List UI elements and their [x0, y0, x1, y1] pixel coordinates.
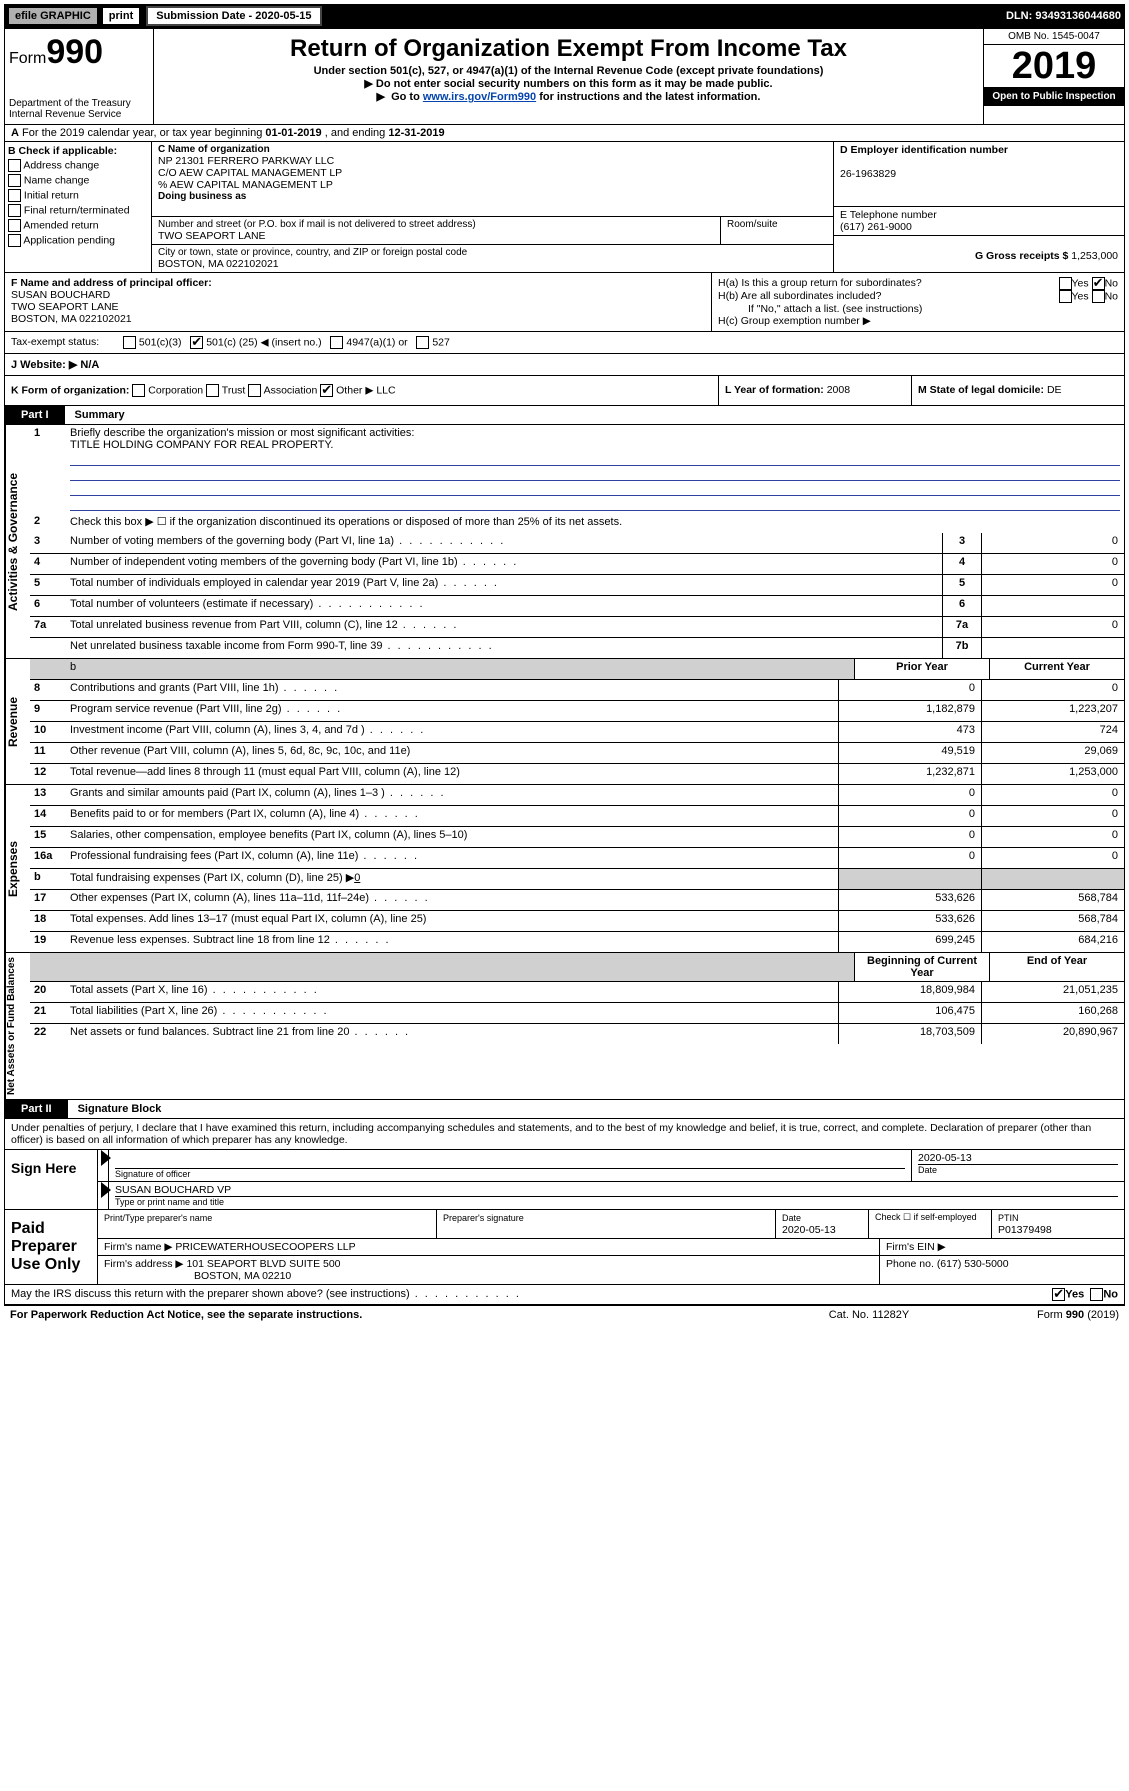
chk-501c3[interactable]	[123, 336, 136, 349]
tax-year: 2019	[984, 45, 1124, 87]
mission-text: TITLE HOLDING COMPANY FOR REAL PROPERTY.	[70, 439, 333, 451]
print-button[interactable]: print	[102, 7, 140, 25]
chk-amended[interactable]	[8, 219, 21, 232]
submission-date: Submission Date - 2020-05-15	[146, 6, 321, 26]
discuss-row: May the IRS discuss this return with the…	[4, 1285, 1125, 1305]
row-fh: F Name and address of principal officer:…	[4, 273, 1125, 332]
dept-treasury: Department of the Treasury	[9, 98, 149, 109]
gross-receipts: 1,253,000	[1071, 250, 1118, 262]
box-c: C Name of organization NP 21301 FERRERO …	[152, 142, 833, 272]
row-klm: K Form of organization: Corporation Trus…	[4, 376, 1125, 406]
efile-button[interactable]: efile GRAPHIC	[8, 7, 98, 25]
chk-final-return[interactable]	[8, 204, 21, 217]
val-6	[981, 596, 1124, 616]
val-3: 0	[981, 533, 1124, 553]
dln-label: DLN: 93493136044680	[1006, 10, 1121, 22]
net-assets-section: Net Assets or Fund Balances Beginning of…	[4, 953, 1125, 1100]
state-domicile: DE	[1047, 384, 1062, 396]
box-de: D Employer identification number 26-1963…	[833, 142, 1124, 272]
row-website: J Website: ▶ N/A	[4, 354, 1125, 376]
website-value: N/A	[77, 359, 99, 371]
chk-hb-no[interactable]	[1092, 290, 1105, 303]
chk-discuss-no[interactable]	[1090, 1288, 1103, 1301]
side-label-expenses: Expenses	[5, 785, 30, 952]
part-1-header: Part I Summary	[4, 406, 1125, 425]
street-address: TWO SEAPORT LANE	[158, 230, 714, 242]
side-label-net: Net Assets or Fund Balances	[5, 953, 30, 1099]
sign-here-label: Sign Here	[5, 1150, 98, 1209]
chk-discuss-yes[interactable]	[1052, 1288, 1065, 1301]
firm-name: PRICEWATERHOUSECOOPERS LLP	[175, 1241, 355, 1253]
row-tax-exempt: Tax-exempt status: 501(c)(3) 501(c) (25)…	[4, 332, 1125, 354]
org-name: NP 21301 FERRERO PARKWAY LLC	[158, 155, 827, 167]
firm-phone: (617) 530-5000	[937, 1258, 1009, 1270]
row-a-period: A For the 2019 calendar year, or tax yea…	[4, 125, 1125, 142]
signature-date: 2020-05-13	[918, 1152, 1118, 1164]
dept-irs: Internal Revenue Service	[9, 109, 149, 120]
signature-section: Under penalties of perjury, I declare th…	[4, 1119, 1125, 1285]
chk-corp[interactable]	[132, 384, 145, 397]
chk-4947[interactable]	[330, 336, 343, 349]
side-label-governance: Activities & Governance	[5, 425, 30, 658]
chk-name-change[interactable]	[8, 174, 21, 187]
activities-governance: Activities & Governance 1 Briefly descri…	[4, 425, 1125, 659]
phone: (617) 261-9000	[840, 221, 912, 233]
form-word: Form	[9, 50, 46, 67]
chk-501c[interactable]	[190, 336, 203, 349]
chk-ha-yes[interactable]	[1059, 277, 1072, 290]
ptin: P01379498	[998, 1224, 1052, 1236]
chk-ha-no[interactable]	[1092, 277, 1105, 290]
officer-name: SUSAN BOUCHARD	[11, 289, 110, 301]
val-7a: 0	[981, 617, 1124, 637]
year-formation: 2008	[827, 384, 850, 396]
subtitle-3: Go to www.irs.gov/Form990 for instructio…	[158, 90, 979, 103]
chk-assoc[interactable]	[248, 384, 261, 397]
expenses-section: Expenses 13Grants and similar amounts pa…	[4, 785, 1125, 953]
open-inspection: Open to Public Inspection	[984, 87, 1124, 106]
side-label-revenue: Revenue	[5, 659, 30, 784]
form-header: Form990 Department of the Treasury Inter…	[4, 28, 1125, 125]
perjury-declaration: Under penalties of perjury, I declare th…	[5, 1119, 1124, 1149]
box-b: B Check if applicable: Address change Na…	[5, 142, 152, 272]
chk-app-pending[interactable]	[8, 234, 21, 247]
chk-527[interactable]	[416, 336, 429, 349]
chk-trust[interactable]	[206, 384, 219, 397]
val-7b	[981, 638, 1124, 658]
omb-number: OMB No. 1545-0047	[984, 29, 1124, 45]
city-state-zip: BOSTON, MA 022102021	[158, 258, 827, 270]
top-bar: efile GRAPHIC print Submission Date - 20…	[4, 4, 1125, 28]
paid-preparer-label: Paid Preparer Use Only	[5, 1210, 98, 1284]
form-number: 990	[46, 33, 103, 71]
col-current-year: Current Year	[989, 659, 1124, 679]
subtitle-1: Under section 501(c), 527, or 4947(a)(1)…	[158, 65, 979, 77]
val-5: 0	[981, 575, 1124, 595]
col-prior-year: Prior Year	[854, 659, 989, 679]
form990-link[interactable]: www.irs.gov/Form990	[423, 91, 536, 103]
chk-hb-yes[interactable]	[1059, 290, 1072, 303]
chk-address-change[interactable]	[8, 159, 21, 172]
part-2-header: Part II Signature Block	[4, 1100, 1125, 1119]
chk-initial-return[interactable]	[8, 189, 21, 202]
chk-other[interactable]	[320, 384, 333, 397]
col-end-year: End of Year	[989, 953, 1124, 981]
revenue-section: Revenue bPrior YearCurrent Year 8Contrib…	[4, 659, 1125, 785]
val-4: 0	[981, 554, 1124, 574]
ein: 26-1963829	[840, 168, 896, 180]
officer-printed-name: SUSAN BOUCHARD VP	[115, 1184, 1118, 1196]
form-title: Return of Organization Exempt From Incom…	[158, 35, 979, 63]
col-begin-year: Beginning of Current Year	[854, 953, 989, 981]
subtitle-2: Do not enter social security numbers on …	[158, 77, 979, 90]
block-bcdeg: B Check if applicable: Address change Na…	[4, 142, 1125, 273]
page-footer: For Paperwork Reduction Act Notice, see …	[4, 1305, 1125, 1324]
